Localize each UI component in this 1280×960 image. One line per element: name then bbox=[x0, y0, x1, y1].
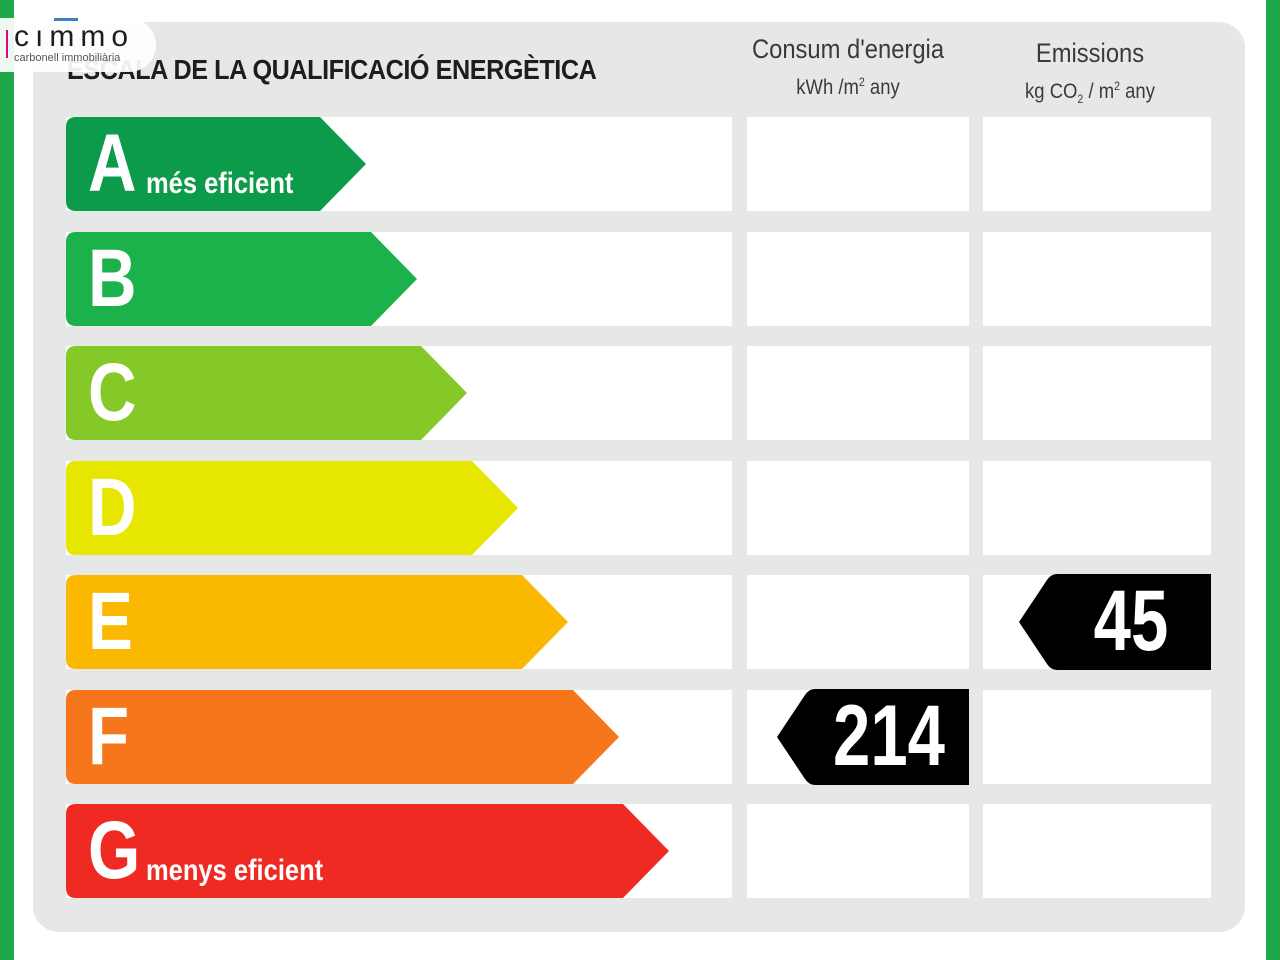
consumption-header: Consum d'energia kWh /m2 any bbox=[737, 34, 959, 100]
emissions-cell-a bbox=[983, 117, 1211, 211]
logo-name: cımmo bbox=[14, 20, 134, 53]
consumption-cell-a bbox=[747, 117, 969, 211]
emissions-rating-marker: 45 bbox=[1019, 573, 1211, 670]
emissions-cell-c bbox=[983, 346, 1211, 440]
band-arrow-c: C bbox=[66, 346, 467, 440]
company-logo: cımmo carbonell immobiliària bbox=[0, 18, 156, 72]
band-letter: C bbox=[88, 347, 137, 438]
emissions-rating-marker-value: 45 bbox=[1093, 573, 1169, 669]
band-letter: G bbox=[88, 805, 141, 896]
consumption-title: Consum d'energia bbox=[751, 34, 945, 64]
band-letter: B bbox=[88, 233, 137, 324]
band-description: més eficient bbox=[146, 167, 294, 200]
band-arrow-b: B bbox=[66, 232, 417, 326]
band-letter: F bbox=[88, 691, 130, 782]
emissions-cell-b bbox=[983, 232, 1211, 326]
consumption-unit: kWh /m2 any bbox=[796, 75, 900, 99]
consumption-cell-c bbox=[747, 346, 969, 440]
emissions-cell-d bbox=[983, 461, 1211, 555]
consumption-cell-e bbox=[747, 575, 969, 669]
band-arrow-f: F bbox=[66, 690, 619, 784]
emissions-header: Emissions kg CO2 / m2 any bbox=[979, 38, 1201, 106]
band-description: menys eficient bbox=[146, 854, 324, 887]
emissions-cell-f bbox=[983, 690, 1211, 784]
emissions-title: Emissions bbox=[1035, 38, 1145, 68]
band-arrow-d: D bbox=[66, 461, 518, 555]
consumption-cell-g bbox=[747, 804, 969, 898]
logo-accent-bar bbox=[6, 30, 8, 58]
logo-accent-line bbox=[54, 18, 78, 21]
band-letter: A bbox=[88, 118, 137, 209]
consumption-cell-b bbox=[747, 232, 969, 326]
consumption-cell-d bbox=[747, 461, 969, 555]
consumption-rating-marker-value: 214 bbox=[833, 688, 945, 784]
emissions-unit: kg CO2 / m2 any bbox=[1025, 79, 1155, 107]
emissions-cell-g bbox=[983, 804, 1211, 898]
band-letter: D bbox=[88, 462, 137, 553]
panel-title: ESCALA DE LA QUALIFICACIÓ ENERGÈTICA bbox=[67, 54, 597, 85]
right-green-edge bbox=[1266, 0, 1280, 960]
left-green-edge bbox=[0, 0, 14, 960]
logo-subtitle: carbonell immobiliària bbox=[14, 52, 121, 64]
band-arrow-e: E bbox=[66, 575, 568, 669]
band-letter: E bbox=[88, 576, 133, 667]
consumption-rating-marker: 214 bbox=[777, 688, 969, 785]
